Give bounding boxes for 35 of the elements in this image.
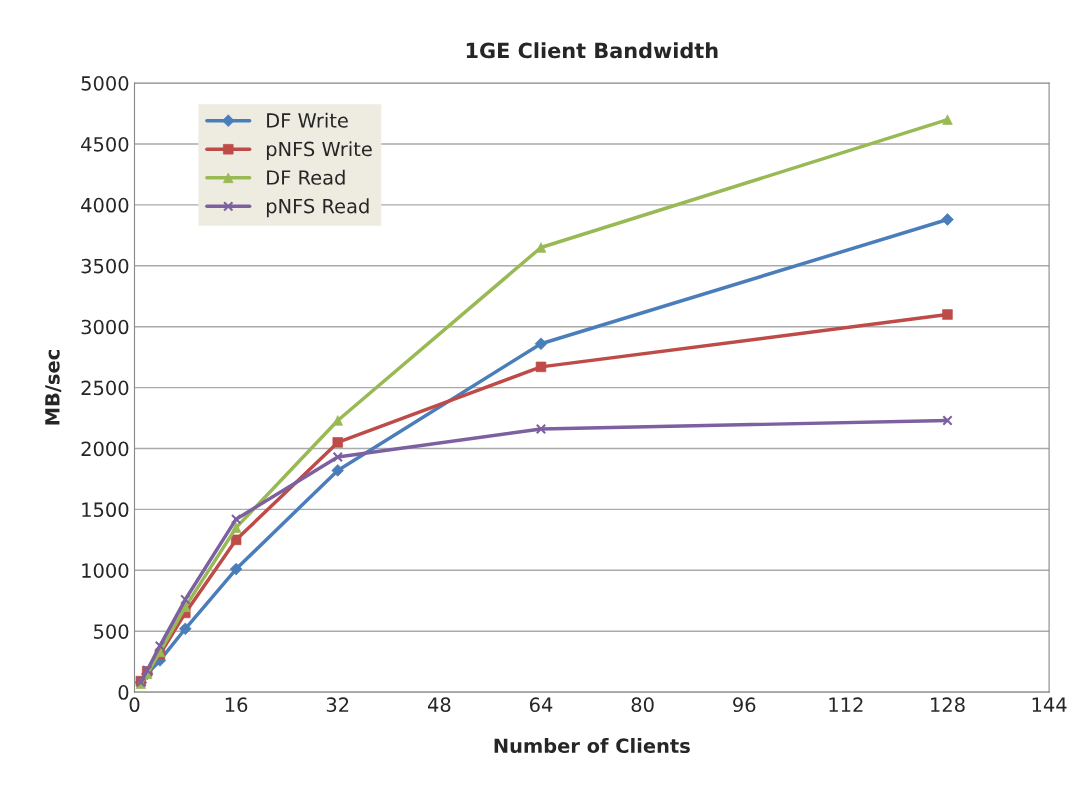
x-tick-label: 16 [225, 697, 248, 713]
y-tick-label: 5000 [81, 76, 129, 91]
y-tick-label: 4500 [81, 136, 129, 152]
x-tick-label: 48 [427, 697, 451, 713]
y-tick-label: 0 [118, 685, 129, 700]
legend-label: DF Write [267, 112, 348, 128]
x-tick-label: 32 [326, 697, 349, 713]
x-tick-label: 64 [529, 697, 553, 713]
x-tick-label: 80 [631, 697, 654, 713]
x-tick-label: 128 [931, 697, 965, 713]
point [180, 594, 191, 605]
legend-label: pNFS Write [266, 141, 372, 161]
legend-label: pNFS Read [266, 198, 369, 218]
x-tick-label: 0 [129, 697, 140, 713]
point [230, 513, 242, 525]
y-tick-label: 3000 [81, 319, 129, 335]
x-axis-title: Number of Clients [494, 738, 690, 754]
point [535, 423, 547, 435]
y-tick-label: 3500 [81, 258, 129, 274]
x-tick-label: 144 [1032, 697, 1067, 712]
point [332, 451, 343, 463]
x-tick-label: 96 [733, 697, 756, 713]
y-tick-label: 2500 [81, 380, 129, 396]
y-axis-title: MB/sec [45, 350, 62, 425]
chart-title: 1GE Client Bandwidth [466, 42, 718, 59]
y-tick-label: 500 [94, 624, 129, 639]
x-tick-label: 112 [829, 697, 863, 712]
legend-label: DF Read [267, 169, 345, 185]
y-tick-label: 1000 [82, 563, 129, 578]
y-tick-label: 2000 [81, 441, 129, 457]
y-tick-label: 1500 [82, 502, 129, 518]
point [154, 640, 166, 652]
point [942, 415, 953, 426]
point [535, 361, 547, 373]
y-tick-label: 4000 [81, 197, 129, 213]
